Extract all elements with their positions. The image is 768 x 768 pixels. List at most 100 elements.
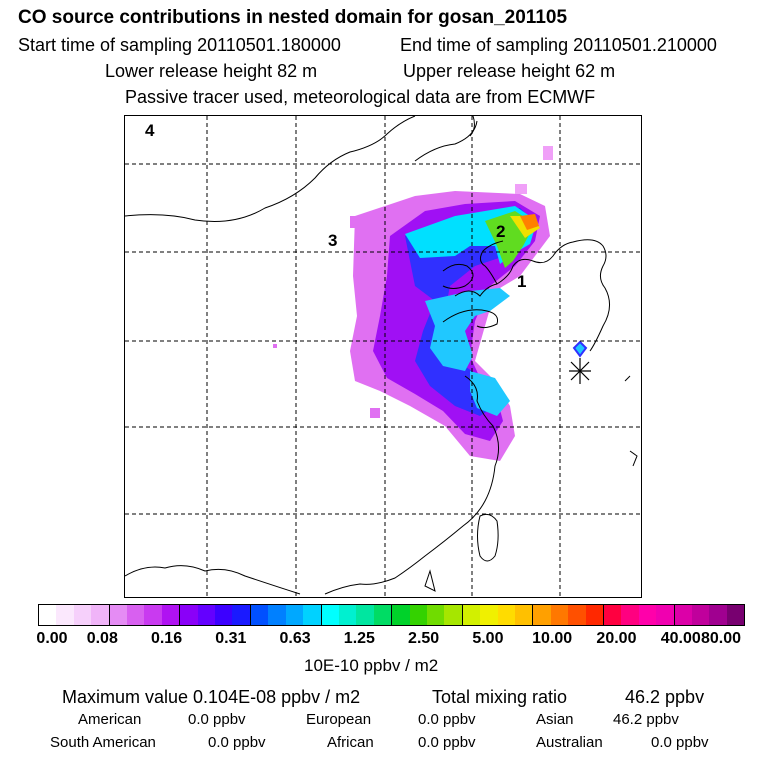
plume-cyan-south bbox=[470, 371, 510, 416]
coastline bbox=[624, 375, 631, 382]
lower-release-label: Lower release height 82 m bbox=[105, 61, 318, 81]
colorbar-swatch bbox=[532, 605, 551, 625]
coastline bbox=[442, 263, 474, 289]
colorbar-tick-label: 10.00 bbox=[532, 630, 573, 647]
region-label-2: 2 bbox=[496, 222, 506, 241]
colorbar-swatch bbox=[726, 605, 745, 625]
coastline bbox=[125, 565, 301, 595]
contrib-value-australian: 0.0 ppbv bbox=[651, 734, 709, 751]
total-mixing-label: Total mixing ratio bbox=[432, 687, 568, 707]
colorbar-swatch bbox=[303, 605, 321, 625]
colorbar-swatch bbox=[603, 605, 622, 625]
max-value-label: Maximum value 0.104E-08 ppbv / m2 bbox=[62, 687, 361, 707]
gridlines bbox=[125, 116, 641, 597]
region-label-1: 1 bbox=[517, 272, 527, 291]
coastline bbox=[454, 239, 610, 352]
tracer-note: Passive tracer used, meteorological data… bbox=[125, 87, 596, 107]
plume-fragment bbox=[370, 408, 380, 418]
colorbar-tick-label: 1.25 bbox=[343, 630, 375, 647]
colorbar-swatch bbox=[585, 605, 603, 625]
concentration-field bbox=[273, 146, 588, 461]
colorbar-swatch bbox=[497, 605, 515, 625]
coastline bbox=[629, 450, 638, 467]
plume-fragment bbox=[350, 216, 360, 228]
colorbar-tick-label: 5.00 bbox=[472, 630, 504, 647]
colorbar-swatch bbox=[232, 605, 250, 625]
coastline bbox=[469, 116, 475, 137]
colorbar-swatch bbox=[108, 605, 128, 625]
contrib-value-american: 0.0 ppbv bbox=[188, 711, 246, 728]
colorbar-swatch bbox=[56, 605, 74, 625]
colorbar-swatch bbox=[179, 605, 198, 625]
plume-fragment bbox=[273, 344, 277, 348]
colorbar-swatch bbox=[91, 605, 109, 625]
colorbar-swatch bbox=[673, 605, 693, 625]
colorbar-swatch bbox=[73, 605, 92, 625]
colorbar-tick-label: 0.31 bbox=[215, 630, 247, 647]
colorbar-swatch bbox=[144, 605, 162, 625]
colorbar-swatch bbox=[514, 605, 533, 625]
colorbar-tick-label: 0.16 bbox=[150, 630, 183, 647]
coastline bbox=[479, 240, 504, 285]
colorbar-swatch bbox=[249, 605, 269, 625]
upper-release-label: Upper release height 62 m bbox=[403, 61, 616, 81]
end-time-label: End time of sampling 20110501.210000 bbox=[400, 35, 717, 55]
colorbar-swatch bbox=[197, 605, 216, 625]
contrib-name-australian: Australian bbox=[536, 734, 603, 751]
colorbar-tick-label: 0.63 bbox=[279, 630, 311, 647]
colorbar-swatch bbox=[480, 605, 498, 625]
colorbar-swatch bbox=[461, 605, 481, 625]
contrib-name-african: African bbox=[327, 734, 374, 751]
colorbar-swatch bbox=[444, 605, 462, 625]
figure-title: CO source contributions in nested domain… bbox=[18, 7, 568, 28]
colorbar-tick-label: 0.00 bbox=[36, 630, 68, 647]
colorbar-unit-label: 10E-10 ppbv / m2 bbox=[304, 656, 439, 675]
contrib-value-african: 0.0 ppbv bbox=[418, 734, 476, 751]
colorbar-swatch bbox=[568, 605, 586, 625]
contrib-name-asian: Asian bbox=[536, 711, 574, 728]
colorbar-swatch bbox=[391, 605, 410, 625]
total-mixing-value: 46.2 ppbv bbox=[625, 687, 705, 707]
colorbar-swatch bbox=[127, 605, 145, 625]
contrib-value-south-american: 0.0 ppbv bbox=[208, 734, 266, 751]
contrib-name-american: American bbox=[78, 711, 142, 728]
colorbar-tick-label: 0.08 bbox=[86, 630, 118, 647]
region-label-3: 3 bbox=[328, 231, 338, 250]
colorbar-swatch bbox=[709, 605, 727, 625]
colorbar-tick-label: 20.00 bbox=[596, 630, 637, 647]
colorbar-swatch bbox=[638, 605, 657, 625]
coastline bbox=[442, 309, 498, 329]
coastline bbox=[414, 120, 478, 162]
map-panel: 1 2 3 4 bbox=[124, 115, 642, 598]
plume-orange bbox=[520, 214, 539, 230]
colorbar-swatch bbox=[426, 605, 445, 625]
colorbar-swatch bbox=[373, 605, 392, 625]
start-time-label: Start time of sampling 20110501.180000 bbox=[18, 35, 341, 55]
asterisk-icon bbox=[569, 358, 591, 384]
coastline bbox=[324, 375, 499, 595]
colorbar-swatch bbox=[161, 605, 180, 625]
colorbar-tick-label: 2.50 bbox=[408, 630, 440, 647]
colorbar-swatch bbox=[285, 605, 304, 625]
coastline bbox=[477, 513, 499, 562]
colorbar-tick-label: 40.00 bbox=[660, 630, 701, 647]
colorbar-swatch bbox=[39, 605, 57, 625]
colorbar-swatch bbox=[320, 605, 339, 625]
coastline bbox=[125, 116, 416, 222]
map-canvas bbox=[125, 116, 641, 597]
colorbar-swatch bbox=[215, 605, 233, 625]
colorbar-swatch bbox=[550, 605, 569, 625]
contrib-value-asian: 46.2 ppbv bbox=[613, 711, 679, 728]
plume-fragment bbox=[543, 146, 553, 160]
colorbar-tick-label: 80.00 bbox=[700, 630, 742, 647]
plume-fragment bbox=[572, 340, 588, 358]
colorbar-swatch bbox=[409, 605, 427, 625]
colorbar-swatch bbox=[621, 605, 639, 625]
colorbar-swatch bbox=[656, 605, 674, 625]
coastlines bbox=[125, 116, 638, 595]
plume-fragment bbox=[515, 184, 527, 194]
contrib-value-european: 0.0 ppbv bbox=[418, 711, 476, 728]
colorbar-swatch bbox=[692, 605, 710, 625]
contrib-name-european: European bbox=[306, 711, 372, 728]
colorbar bbox=[38, 604, 745, 626]
